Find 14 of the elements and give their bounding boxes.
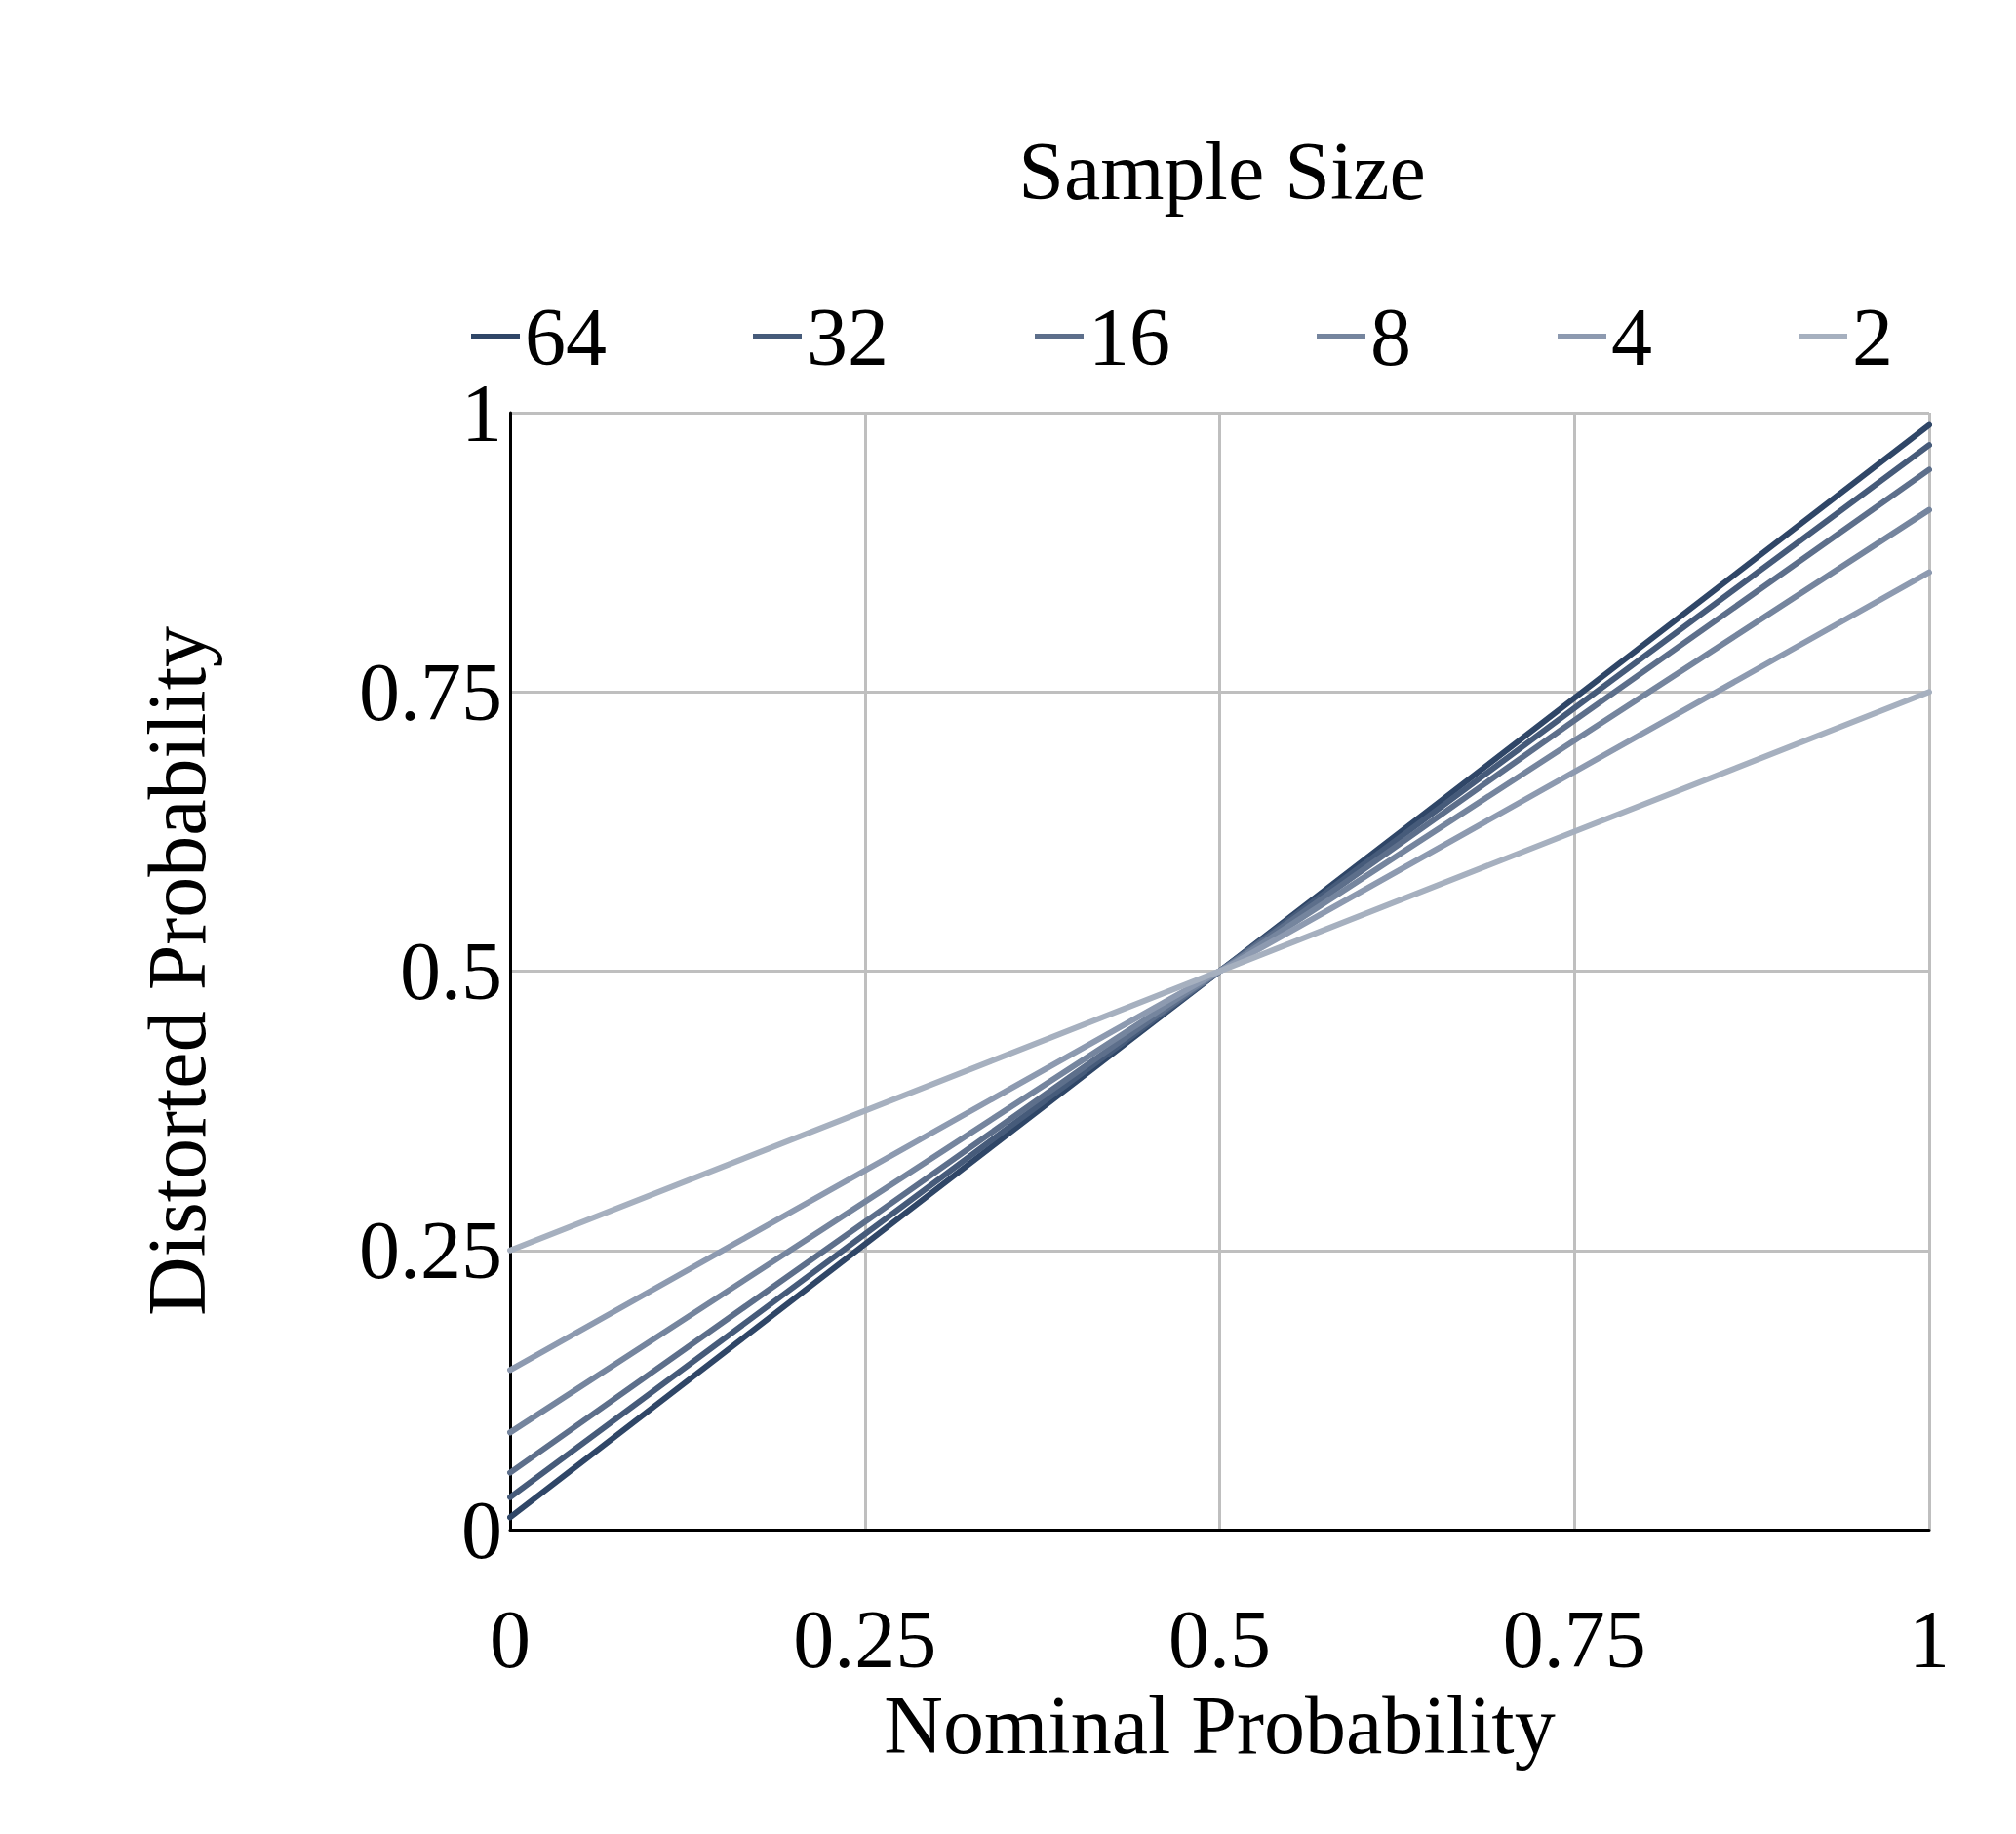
- y-tick-label: 0.75: [359, 646, 502, 738]
- legend-label: 16: [1088, 291, 1170, 382]
- y-tick-label: 1: [461, 367, 502, 458]
- x-tick-label: 1: [1909, 1593, 1950, 1685]
- y-axis-title: Distorted Probability: [131, 626, 222, 1316]
- y-tick-label: 0.25: [359, 1205, 502, 1296]
- legend-label: 4: [1611, 291, 1652, 382]
- y-tick-label: 0.5: [400, 926, 502, 1017]
- legend-title: Sample Size: [1018, 125, 1426, 217]
- legend-label: 32: [807, 291, 889, 382]
- y-tick-label: 0: [461, 1484, 502, 1575]
- legend-label: 64: [525, 291, 607, 382]
- legend-label: 2: [1852, 291, 1893, 382]
- legend-label: 8: [1370, 291, 1411, 382]
